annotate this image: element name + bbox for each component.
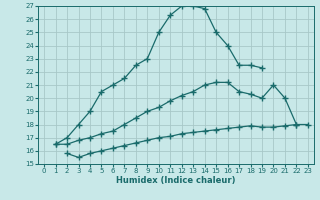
X-axis label: Humidex (Indice chaleur): Humidex (Indice chaleur): [116, 176, 236, 185]
